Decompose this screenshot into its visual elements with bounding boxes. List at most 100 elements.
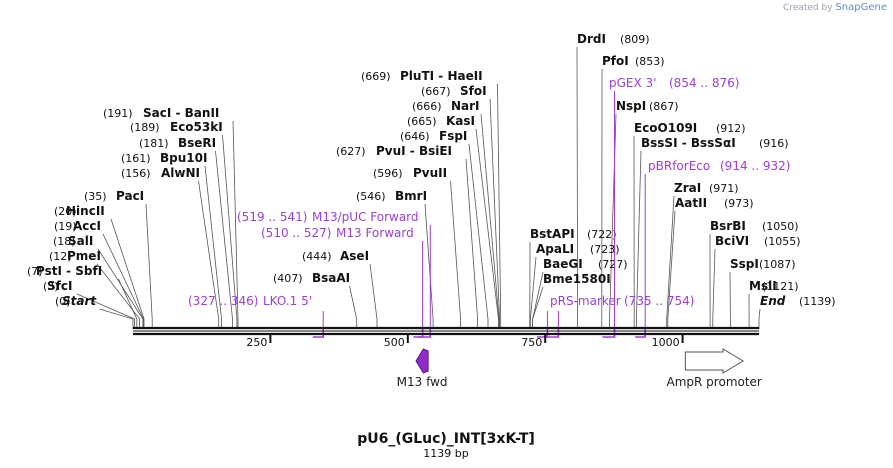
- site-name-kasi[interactable]: KasI: [446, 114, 475, 128]
- site-line-sali: [97, 248, 144, 329]
- site-position-nari: (666): [412, 100, 442, 113]
- site-position-alwni: (156): [121, 167, 151, 180]
- site-name-sali[interactable]: SalI: [68, 234, 93, 248]
- site-name-fspi[interactable]: FspI: [439, 129, 467, 143]
- site-position-sfoi: (667): [421, 85, 451, 98]
- site-name-bstapi[interactable]: BstAPI: [530, 227, 575, 241]
- site-position-pfoi: (853): [635, 55, 665, 68]
- site-name-pluti-haeii[interactable]: PluTI - HaeII: [400, 69, 483, 83]
- site-name-drdi[interactable]: DrdI: [577, 32, 606, 46]
- site-name-end[interactable]: End: [760, 294, 786, 308]
- site-line-nari: [480, 113, 500, 329]
- site-name-aatii[interactable]: AatII: [675, 196, 707, 210]
- site-line-bmri: [424, 203, 434, 329]
- site-position-nspi: (867): [649, 100, 679, 113]
- site-line-pvuii: [450, 180, 462, 329]
- site-name-pvuii[interactable]: PvuII: [413, 166, 447, 180]
- primer-arm-m13-puc-forward[interactable]: [418, 327, 432, 338]
- feature-label-ampr-promoter: AmpR promoter: [667, 375, 762, 389]
- site-name-bcivi[interactable]: BciVI: [715, 234, 749, 248]
- site-position-kasi: (665): [407, 115, 437, 128]
- site-name-nari[interactable]: NarI: [451, 99, 480, 113]
- site-name-bmri[interactable]: BmrI: [395, 189, 427, 203]
- primer-name-lko-1-5[interactable]: LKO.1 5': [263, 294, 312, 308]
- site-name-sspi[interactable]: SspI: [730, 257, 759, 271]
- site-name-ecoo109i[interactable]: EcoO109I: [634, 121, 697, 135]
- primer-arm-pbrforeco[interactable]: [635, 327, 647, 338]
- plasmid-name: pU6_(GLuc)_INT[3xK-T]: [357, 431, 535, 447]
- site-line-pvui-bsiei: [465, 158, 479, 329]
- site-name-bpu10i[interactable]: Bpu10I: [160, 151, 207, 165]
- site-name-hincii[interactable]: HincII: [66, 204, 105, 218]
- site-name-saci-banii[interactable]: SacI - BanII: [143, 106, 219, 120]
- primer-arm-lko-1-5[interactable]: [312, 327, 325, 338]
- feature-arrow-m13-fwd[interactable]: [415, 348, 429, 374]
- site-line-apali: [530, 256, 537, 329]
- site-name-psti-sbfi[interactable]: PstI - SbfI: [36, 264, 102, 278]
- site-name-bseri[interactable]: BseRI: [178, 136, 216, 150]
- sequence-ruler: 250 500 750 1000: [133, 326, 759, 349]
- site-name-start[interactable]: Start: [62, 294, 97, 308]
- site-line-nspi: [609, 113, 617, 329]
- site-line-pmei: [96, 263, 141, 329]
- site-name-bsaai[interactable]: BsaAI: [312, 271, 350, 285]
- site-line-psti-sbfi: [118, 278, 138, 329]
- site-position-acci: (19): [54, 220, 77, 233]
- site-name-eco53ki[interactable]: Eco53kI: [170, 120, 223, 134]
- site-line-hincii: [110, 218, 145, 329]
- site-name-bsssi-bsss-i[interactable]: BssSI - BssSαI: [641, 136, 736, 150]
- site-name-sfoi[interactable]: SfoI: [460, 84, 487, 98]
- primer-name-m13-puc-forward[interactable]: M13/pUC Forward: [312, 210, 419, 224]
- site-line-fspi: [468, 143, 489, 329]
- site-name-pfoi[interactable]: PfoI: [602, 54, 629, 68]
- snapgene-watermark: Created by SnapGene: [783, 2, 887, 13]
- site-position-end: (1139): [799, 295, 836, 308]
- site-line-end: [758, 308, 761, 329]
- site-name-bsrbi[interactable]: BsrBI: [710, 219, 746, 233]
- primer-arm-prs-marker[interactable]: [548, 327, 560, 338]
- site-position-sspi: (1087): [759, 258, 796, 271]
- site-position-baegi: (727): [598, 258, 628, 271]
- site-name-msli[interactable]: MslI: [749, 279, 777, 293]
- feature-label-m13-fwd: M13 fwd: [397, 375, 448, 389]
- site-name-nspi[interactable]: NspI: [616, 99, 646, 113]
- site-position-zrai: (971): [709, 182, 739, 195]
- site-name-baegi[interactable]: BaeGI: [543, 257, 583, 271]
- site-line-bseri: [215, 150, 233, 329]
- primer-name-prs-marker[interactable]: pRS-marker: [550, 294, 621, 308]
- site-position-eco53ki: (189): [130, 121, 160, 134]
- site-name-acci[interactable]: AccI: [73, 219, 101, 233]
- primer-name-pgex-3[interactable]: pGEX 3': [609, 76, 656, 90]
- site-name-pvui-bsiei[interactable]: PvuI - BsiEI: [376, 144, 452, 158]
- site-line-pluti-haeii: [497, 83, 502, 329]
- site-name-pmei[interactable]: PmeI: [67, 249, 101, 263]
- primer-range-m13-puc-forward: (519 .. 541): [237, 210, 307, 224]
- primers-group: (327 .. 346) LKO.1 5' (510 .. 527) M13 Forw…: [188, 76, 790, 338]
- site-name-zrai[interactable]: ZraI: [674, 181, 701, 195]
- site-name-bme1580i[interactable]: Bme1580I: [543, 272, 611, 286]
- site-line-sfoi: [489, 98, 501, 329]
- ruler-tick-label-500: 500: [384, 336, 405, 349]
- feature-arrow-ampr-promoter[interactable]: [684, 348, 745, 374]
- site-position-pvui-bsiei: (627): [336, 145, 366, 158]
- primer-arm-735-754[interactable]: [537, 327, 549, 338]
- site-position-bmri: (546): [356, 190, 386, 203]
- site-position-apali: (723): [590, 243, 620, 256]
- site-name-apali[interactable]: ApaLI: [536, 242, 574, 256]
- site-position-aatii: (973): [724, 197, 754, 210]
- site-name-alwni[interactable]: AlwNI: [161, 166, 200, 180]
- ruler-tick-label-750: 750: [521, 336, 542, 349]
- site-position-sali: (18): [53, 235, 76, 248]
- site-name-asei[interactable]: AseI: [340, 249, 369, 263]
- site-name-sfci[interactable]: SfcI: [47, 279, 72, 293]
- primer-name-m13-forward[interactable]: M13 Forward: [336, 226, 414, 240]
- primer-arm-pgex-3[interactable]: [602, 327, 616, 338]
- snapgene-logo: SnapGene: [835, 2, 887, 13]
- site-position-start: (0): [55, 295, 71, 308]
- site-line-bsssi-bsss-i: [636, 150, 642, 329]
- site-name-paci[interactable]: PacI: [116, 189, 144, 203]
- site-position-bcivi: (1055): [764, 235, 801, 248]
- primer-name-pbrforeco[interactable]: pBRforEco: [648, 159, 710, 173]
- primer-range-735-754: (735 .. 754): [624, 294, 694, 308]
